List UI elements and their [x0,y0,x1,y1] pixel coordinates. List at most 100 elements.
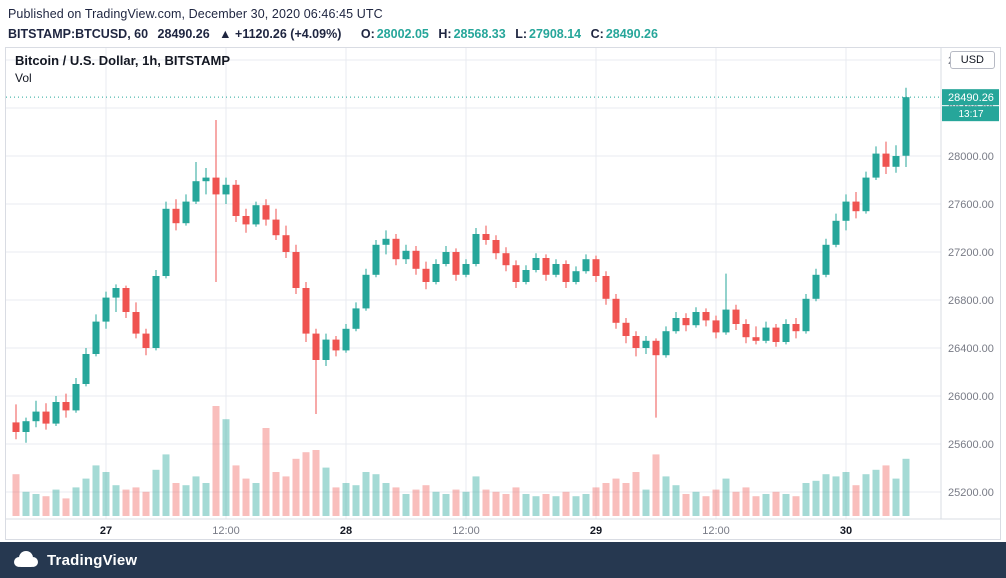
candle-body [672,318,680,332]
close-label: C: [590,27,604,41]
high-value: 28568.33 [453,27,506,41]
price-tick-label: 25200.00 [948,487,994,499]
candle-body [442,252,450,264]
price-tick-label: 26000.00 [948,391,994,403]
candle-body [522,270,530,282]
candle-body [742,324,750,338]
price-axis[interactable]: 28800.0028400.0028000.0027600.0027200.00… [948,55,994,499]
volume-bar [842,472,850,516]
volume-bar [332,487,340,516]
volume-bar [432,491,440,516]
volume-bar [582,494,590,516]
candles [12,87,910,443]
candle-body [592,259,600,276]
volume-bar [722,478,730,516]
volume-bar [392,487,400,516]
candle-body [492,240,500,254]
volume-bar [462,491,470,516]
symbol-info-bar: BITSTAMP:BTCUSD, 60 28490.26 ▲ +1120.26 … [0,24,1006,47]
candle-body [432,264,440,282]
volume-bar [222,419,230,516]
time-axis[interactable]: 27 12:00 28 12:00 29 12:00 30 [100,525,852,537]
candle-body [132,312,140,334]
volume-bar [872,469,880,516]
candle-body [862,177,870,212]
candle-body [462,264,470,275]
volume-bar [312,450,320,516]
volume-bar [522,494,530,516]
price-tick-label: 28000.00 [948,151,994,163]
volume-bar [622,483,630,516]
volume-bar [102,472,110,516]
close-value: 28490.26 [605,27,658,41]
volume-bar [12,474,20,516]
currency-usd-button[interactable]: USD [949,51,995,69]
time-tick-day-label: 29 [590,525,602,537]
volume-bar [532,496,540,516]
candle-body [412,250,420,269]
volume-bar [202,483,210,516]
candle-body [512,265,520,282]
candle-body [692,312,700,326]
volume-bar [262,428,270,516]
volume-bar [182,485,190,516]
candle-body [532,258,540,270]
volume-bar [502,494,510,516]
candlestick-chart[interactable]: 28800.0028400.0028000.0027600.0027200.00… [6,48,1000,539]
volume-bar [472,476,480,516]
candle-body [502,253,510,266]
candle-body [182,201,190,224]
candle-body [682,318,690,326]
candle-body [312,333,320,360]
candle-body [882,153,890,167]
volume-bar [812,480,820,516]
volume-bar [732,491,740,516]
volume-bar [292,458,300,516]
volume-bar [422,485,430,516]
candle-body [52,402,60,424]
candle-body [92,321,100,354]
volume-bar [62,498,70,516]
chart-area[interactable]: 28800.0028400.0028000.0027600.0027200.00… [5,47,1001,540]
open-value: 28002.05 [376,27,429,41]
candle-body [382,238,390,245]
candle-body [252,205,260,225]
candle-body [652,340,660,356]
candle-body [82,354,90,384]
candle-body [422,268,430,282]
volume-bar [132,487,140,516]
volume-bar [72,487,80,516]
volume-bar [592,487,600,516]
candle-body [572,271,580,282]
candle-body [282,235,290,252]
candle-body [552,264,560,275]
tradingview-wordmark: TradingView [47,551,138,569]
candle-body [632,336,640,348]
candle-body [372,244,380,275]
volume-bar [192,476,200,516]
volume-bar [602,483,610,516]
candle-body [772,327,780,342]
candle-body [732,309,740,324]
volume-bar [112,485,120,516]
volume-bar [792,496,800,516]
candle-body [32,411,40,422]
candle-body [762,327,770,341]
candle-body [302,288,310,334]
candle-body [722,309,730,333]
candle-body [332,339,340,351]
volume-bar [562,491,570,516]
volume-bar [682,494,690,516]
candle-body [322,339,330,360]
volume-bar [512,487,520,516]
candle-body [822,244,830,275]
countdown-flag-text: 13:17 [958,109,983,120]
candle-body [392,238,400,260]
last-price-flag: 28490.26 13:17 [942,89,999,122]
candle-body [842,201,850,221]
volume-bar [692,491,700,516]
volume-bar [642,489,650,516]
time-tick-day-label: 28 [340,525,352,537]
volume-bar [232,465,240,516]
